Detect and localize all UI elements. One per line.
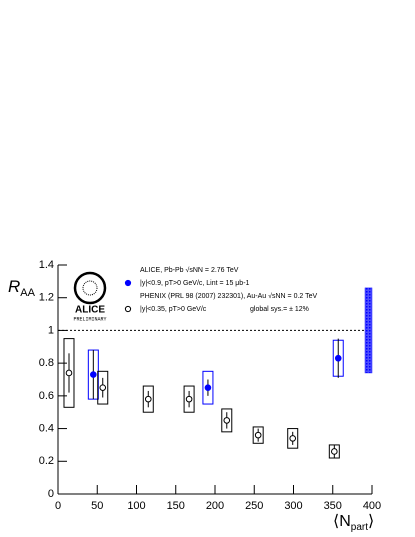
data-point — [65, 369, 73, 377]
x-axis-label: ⟨Npart⟩ — [333, 513, 374, 532]
logo: ALICE PRELIMINARY — [73, 271, 107, 322]
global-sys-band — [364, 287, 373, 374]
data-point — [223, 417, 231, 424]
y-tick-label: 1 — [48, 324, 54, 336]
sys-box — [142, 385, 154, 413]
y-label-main: R — [8, 277, 20, 296]
x-tick-label: 150 — [167, 500, 185, 512]
data-point — [204, 384, 212, 391]
logo-text: ALICE — [75, 305, 105, 316]
legend-marker — [124, 305, 132, 313]
data-point — [289, 435, 297, 442]
x-label-end: ⟩ — [368, 513, 374, 530]
logo-core — [82, 280, 98, 296]
x-tick-label: 250 — [245, 500, 263, 512]
y-tick-label: 0.2 — [39, 455, 54, 467]
logo-ring — [73, 271, 107, 305]
sys-box — [97, 370, 109, 405]
legend-global-note: global sys.= ± 12% — [250, 306, 309, 313]
data-point — [144, 395, 152, 403]
x-tick-label: 0 — [55, 500, 61, 512]
x-tick-label: 100 — [127, 500, 145, 512]
sys-box — [221, 408, 233, 433]
y-label-sub: AA — [20, 287, 35, 299]
y-tick-label: 1.4 — [39, 259, 54, 271]
y-axis-label: RAA — [8, 277, 36, 298]
legend-phenix-header: PHENIX (PRL 98 (2007) 232301), Au-Au √sN… — [140, 292, 318, 300]
sys-box — [183, 385, 195, 413]
y-tick-label: 0.4 — [39, 422, 54, 434]
x-tick-label: 400 — [363, 500, 381, 512]
data-point — [254, 431, 262, 439]
x-tick-label: 300 — [284, 500, 302, 512]
y-tick-label: 0 — [48, 488, 54, 500]
legend-label: |y|<0.35, pT>0 GeV/c — [140, 306, 207, 313]
sys-box — [287, 428, 299, 449]
data-point — [334, 354, 342, 362]
y-tick-label: 1.2 — [39, 292, 54, 304]
y-tick-label: 0.6 — [39, 390, 54, 402]
y-tick-label: 0.8 — [39, 357, 54, 369]
logo-subtext: PRELIMINARY — [73, 316, 106, 322]
legend-header: ALICE, Pb-Pb √sNN = 2.76 TeV — [140, 266, 239, 274]
sys-box — [202, 370, 214, 405]
x-tick-label: 350 — [324, 500, 342, 512]
x-tick-label: 200 — [206, 500, 224, 512]
legend-marker — [124, 279, 132, 287]
legend-label: |y|<0.9, pT>0 GeV/c, Lint = 15 μb-1 — [140, 280, 250, 287]
data-point — [331, 448, 338, 455]
data-point — [90, 371, 97, 378]
data-point — [185, 395, 193, 403]
sys-box — [252, 426, 264, 444]
x-label-sub: part — [351, 522, 368, 533]
x-label-main: ⟨N — [333, 513, 351, 530]
x-tick-label: 50 — [91, 500, 103, 512]
sys-box — [63, 338, 75, 408]
data-point — [99, 384, 107, 391]
